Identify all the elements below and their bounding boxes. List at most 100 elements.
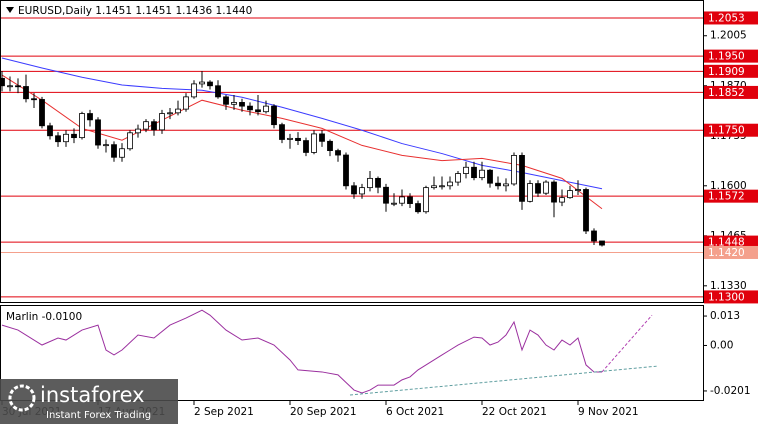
candle-body (431, 185, 437, 189)
candle-body (359, 187, 365, 195)
candle-body (151, 121, 157, 131)
candle-body (327, 140, 333, 151)
y-tick-label: 1.2005 (710, 30, 747, 42)
x-tick-label: 6 Oct 2021 (386, 406, 444, 418)
level-label: 1.2053 (708, 12, 745, 24)
candle-body (511, 155, 517, 185)
candle-body (271, 105, 277, 126)
candle-body (519, 155, 525, 202)
candle-body (23, 86, 29, 100)
candle-body (599, 240, 605, 246)
candle-body (295, 137, 301, 141)
level-label-box (704, 11, 758, 25)
level-label-box (704, 235, 758, 249)
level-label-box (704, 189, 758, 203)
level-label: 1.1852 (708, 87, 745, 99)
y-tick-label: 0.00 (710, 339, 733, 351)
x-tick-label: 20 Sep 2021 (290, 406, 357, 418)
level-label-box (704, 64, 758, 78)
main-frame (0, 0, 704, 303)
candle-body (535, 183, 541, 194)
candle-body (367, 177, 373, 189)
candle-body (135, 128, 141, 134)
candle-body (159, 113, 165, 131)
candle-body (495, 182, 501, 187)
candle-body (351, 185, 357, 195)
logo-box (0, 379, 178, 424)
level-label: 1.1950 (708, 51, 745, 63)
candle-body (543, 181, 549, 194)
candle-body (47, 125, 53, 137)
candle-body (223, 96, 229, 105)
moving-average (1, 57, 603, 190)
candle-body (527, 183, 533, 202)
candle-body (455, 173, 461, 183)
moving-average (1, 74, 603, 210)
chart-title: EURUSD,Daily 1.1451 1.1451 1.1436 1.1440 (18, 5, 252, 17)
candle-body (231, 102, 237, 105)
trend-line (349, 365, 659, 396)
candle-body (479, 169, 485, 179)
level-label-box (704, 85, 758, 99)
logo-name: instaforex (40, 383, 145, 407)
candle-body (335, 150, 341, 156)
candle-body (0, 77, 5, 87)
candle-body (175, 108, 181, 114)
candle-body (463, 166, 469, 174)
candle-body (39, 99, 45, 127)
menu-icon (6, 7, 14, 13)
level-label: 1.1448 (708, 237, 745, 249)
level-label: 1.1420 (708, 247, 745, 259)
candle-body (15, 85, 21, 88)
candle-body (31, 98, 37, 101)
level-label-box (704, 290, 758, 304)
level-label-box (704, 49, 758, 63)
candle-body (95, 119, 101, 146)
candle-body (471, 166, 477, 179)
candle-body (439, 185, 445, 188)
logo: instaforex Instant Forex Trading (0, 379, 178, 424)
candle-body (7, 85, 13, 88)
candle-body (119, 148, 125, 158)
y-tick-label: -0.0201 (710, 385, 751, 397)
y-tick-label: 1.1330 (710, 280, 747, 292)
candle-body (79, 113, 85, 139)
candle-body (567, 190, 573, 199)
candle-body (551, 181, 557, 203)
candle-body (487, 169, 493, 184)
candle-body (183, 96, 189, 110)
candle-body (207, 81, 213, 87)
level-label-box (704, 123, 758, 137)
candle-body (279, 124, 285, 140)
candle-body (447, 181, 453, 187)
candle-body (407, 196, 413, 204)
candle-body (391, 202, 397, 205)
candle-body (247, 105, 253, 111)
y-tick-label: 1.1600 (710, 180, 747, 192)
candle-body (375, 177, 381, 188)
candle-body (63, 133, 69, 143)
candle-body (103, 144, 109, 147)
candle-body (415, 203, 421, 213)
candle-body (71, 133, 77, 139)
candle-body (143, 121, 149, 130)
candle-body (343, 154, 349, 187)
candle-body (111, 144, 117, 158)
candle-body (199, 81, 205, 85)
candle-body (239, 102, 245, 107)
candle-body (55, 135, 61, 143)
candle-body (311, 133, 317, 153)
y-tick-label: 0.013 (710, 310, 740, 322)
candle-body (423, 187, 429, 213)
candle-body (319, 133, 325, 142)
candle-body (127, 132, 133, 150)
candle-body (383, 186, 389, 204)
level-label-box (704, 245, 758, 259)
candle-body (287, 137, 293, 140)
candle-body (303, 140, 309, 153)
level-label: 1.1300 (708, 291, 745, 303)
logo-icon (8, 384, 36, 412)
candle-body (591, 230, 597, 242)
